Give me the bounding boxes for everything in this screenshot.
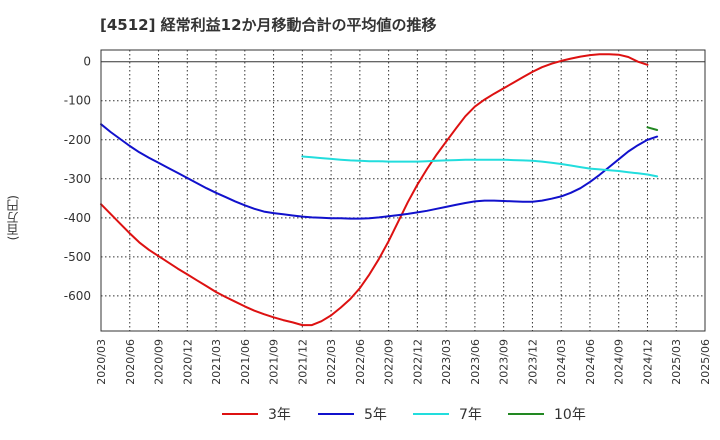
legend-swatch-10y: [508, 413, 544, 415]
x-tick-label: 2024/06: [584, 339, 597, 385]
x-tick-label: 2021/03: [210, 339, 223, 385]
x-tick-label: 2024/09: [613, 339, 626, 385]
x-tick-label: 2020/09: [153, 339, 166, 385]
x-tick-label: 2024/12: [641, 339, 654, 385]
x-tick-label: 2021/06: [239, 339, 252, 385]
x-tick-label: 2021/12: [296, 339, 309, 385]
x-tick-label: 2023/03: [440, 339, 453, 385]
legend-swatch-3y: [222, 413, 258, 415]
legend-item-10y: 10年: [508, 404, 586, 424]
x-tick-label: 2020/12: [181, 339, 194, 385]
series-line-2: [301, 155, 659, 178]
series-lines: [100, 53, 659, 327]
x-tick-label: 2025/06: [699, 339, 712, 385]
x-tick-label: 2024/03: [555, 339, 568, 385]
legend-label-5y: 5年: [364, 407, 387, 423]
series-line-0: [100, 53, 649, 327]
x-tick-label: 2022/06: [354, 339, 367, 385]
chart-title: [4512] 経常利益12か月移動合計の平均値の推移: [100, 16, 437, 34]
series-line-3: [646, 126, 659, 131]
x-tick-label: 2020/06: [124, 339, 137, 385]
legend-item-7y: 7年: [413, 404, 482, 424]
x-tick-label: 2022/12: [411, 339, 424, 385]
y-tick-label: -400: [64, 211, 91, 225]
x-tick-label: 2021/09: [268, 339, 281, 385]
x-tick-label: 2023/09: [498, 339, 511, 385]
y-tick-labels: 0 -100 -200 -300 -400 -500 -600: [64, 55, 91, 303]
x-tick-label: 2025/03: [670, 339, 683, 385]
grid-lines: [100, 50, 706, 331]
x-tick-label: 2020/03: [95, 339, 108, 385]
legend-label-3y: 3年: [268, 407, 291, 423]
x-tick-label: 2023/12: [526, 339, 539, 385]
legend-item-5y: 5年: [318, 404, 387, 424]
x-tick-label: 2022/03: [325, 339, 338, 385]
x-tick-label: 2022/09: [383, 339, 396, 385]
legend-label-10y: 10年: [554, 407, 586, 423]
y-tick-label: -300: [64, 172, 91, 186]
y-tick-label: -600: [64, 289, 91, 303]
x-tick-labels: 2020/03 2020/06 2020/09 2020/12 2021/03 2021/…: [95, 339, 712, 385]
y-tick-label: -200: [64, 133, 91, 147]
y-tick-label: 0: [83, 55, 91, 69]
series-line-1: [100, 123, 659, 220]
legend-item-3y: 3年: [222, 404, 291, 424]
y-tick-label: -500: [64, 250, 91, 264]
y-tick-label: -100: [64, 94, 91, 108]
legend-label-7y: 7年: [459, 407, 482, 423]
legend-swatch-7y: [413, 413, 449, 415]
legend-swatch-5y: [318, 413, 354, 415]
plot-frame: [100, 49, 706, 332]
x-tick-label: 2023/06: [469, 339, 482, 385]
